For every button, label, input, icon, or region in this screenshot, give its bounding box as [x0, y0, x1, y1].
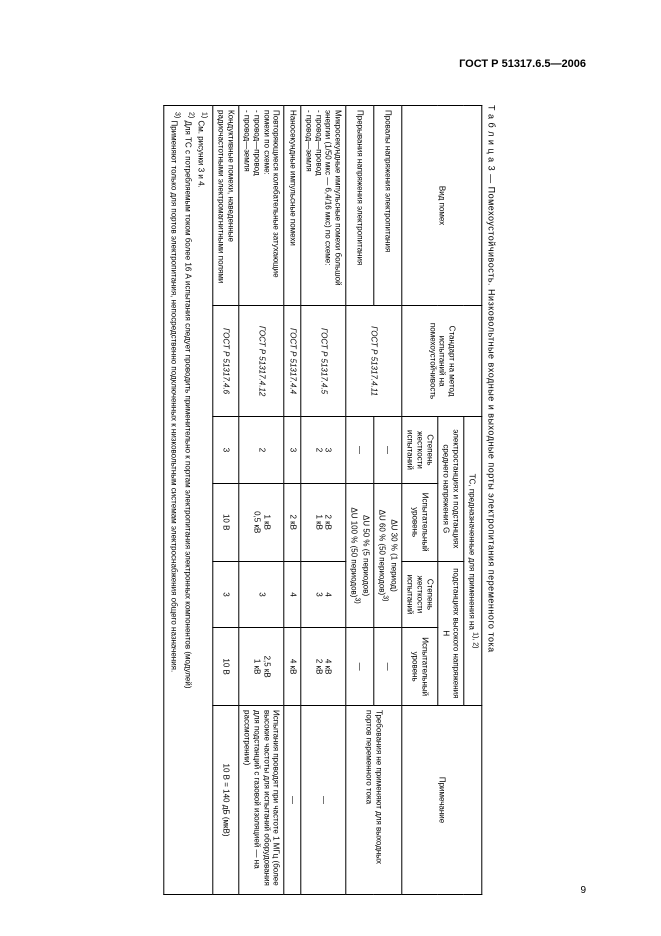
col-h-severity: Степень жесткости испытаний	[402, 561, 438, 628]
cell-g-sev: —	[346, 417, 374, 484]
cell-note: —	[284, 706, 301, 895]
cell-h-lvl: —	[346, 628, 374, 706]
table-row: Микросекундные импульсные помехи большой…	[301, 106, 346, 895]
cell-type: Наносекундные импульсные помехи	[284, 106, 301, 306]
cell-g-sev: 3	[212, 417, 238, 484]
document-header: ГОСТ Р 51317.6.5—2006	[459, 58, 586, 70]
col-tc: ТС, предназначенные для применения на 1)…	[464, 417, 482, 706]
cell-h-sev: 4 3	[301, 561, 346, 628]
col-g-severity: Степень жесткости испытаний	[402, 417, 438, 484]
cell-h-lvl: —	[374, 628, 402, 706]
cell-type: Микросекундные импульсные помехи большой…	[301, 106, 346, 306]
cell-h-sev: 4	[284, 561, 301, 628]
cell-g-sev: 2	[239, 417, 284, 484]
cell-g-sev: —	[374, 417, 402, 484]
cell-note: Требования не применяют для выходных пор…	[346, 706, 402, 895]
table-row: Провалы напряжения электропитания ГОСТ Р…	[374, 106, 402, 895]
cell-h-lvl: 10 В	[212, 628, 238, 706]
cell-g-lvl: 1 кВ 0,5 кВ	[239, 483, 284, 561]
footnotes-cell: 1) См. рисунки 3 и 4. 2) Для ТС с потреб…	[164, 106, 212, 895]
cell-h-lvl: 2,5 кВ 1 кВ	[239, 628, 284, 706]
cell-note: Испытания проводят при частоте 1 МГц (бо…	[239, 706, 284, 895]
cell-h-sev: 3	[212, 561, 238, 628]
cell-std: ГОСТ Р 51317.4.5	[301, 306, 346, 417]
cell-std: ГОСТ Р 51317.4.4	[284, 306, 301, 417]
page-number: 9	[580, 885, 586, 896]
table-caption: Т а б л и ц а 3 — Помехоустойчивость. Ни…	[486, 105, 496, 895]
col-type: Вид помех	[402, 106, 482, 306]
cell-g-lvl: 2 кВ	[284, 483, 301, 561]
cell-h-lvl: 4 кВ 2 кВ	[301, 628, 346, 706]
cell-std: ГОСТ Р 51317.4.12	[239, 306, 284, 417]
col-std: Стандарт на метод испытаний на помехоуст…	[402, 306, 482, 417]
cell-g-sev: 3 2	[301, 417, 346, 484]
table-container: Т а б л и ц а 3 — Помехоустойчивость. Ни…	[164, 105, 497, 895]
cell-g-lvl: 10 В	[212, 483, 238, 561]
cell-type: Прерывания напряжения электропитания	[346, 106, 374, 306]
table-row: Кондуктивные помехи, наведенные радиочас…	[212, 106, 238, 895]
cell-gh-lvl: ΔU 30 % (1 период) ΔU 60 % (50 периодов)…	[374, 483, 402, 627]
cell-type: Провалы напряжения электропитания	[374, 106, 402, 306]
standards-table: Вид помех Стандарт на метод испытаний на…	[164, 105, 483, 895]
col-group-g: электростанциях и подстанциях среднего н…	[437, 417, 463, 561]
cell-type: Кондуктивные помехи, наведенные радиочас…	[212, 106, 238, 306]
cell-note: —	[301, 706, 346, 895]
cell-h-lvl: 4 кВ	[284, 628, 301, 706]
cell-gh-lvl: ΔU 50 % (5 периодов) ΔU 100 % (50 период…	[346, 483, 374, 627]
table-row: Наносекундные импульсные помехи ГОСТ Р 5…	[284, 106, 301, 895]
cell-note: 10 В = 140 дБ (мкВ)	[212, 706, 238, 895]
cell-h-sev: 3	[239, 561, 284, 628]
cell-std: ГОСТ Р 51317.4.6	[212, 306, 238, 417]
table-row: Повторяющиеся колебательные затухающие п…	[239, 106, 284, 895]
cell-g-sev: 3	[284, 417, 301, 484]
col-h-level: Испытательный уровень	[402, 628, 438, 706]
col-group-h: подстанциях высокого напряжения H	[437, 561, 463, 705]
col-note: Примечание	[402, 706, 482, 895]
footnotes-row: 1) См. рисунки 3 и 4. 2) Для ТС с потреб…	[164, 106, 212, 895]
cell-type: Повторяющиеся колебательные затухающие п…	[239, 106, 284, 306]
cell-g-lvl: 2 кВ 1 кВ	[301, 483, 346, 561]
col-g-level: Испытательный уровень	[402, 483, 438, 561]
cell-std: ГОСТ Р 51317.4.11	[346, 306, 402, 417]
